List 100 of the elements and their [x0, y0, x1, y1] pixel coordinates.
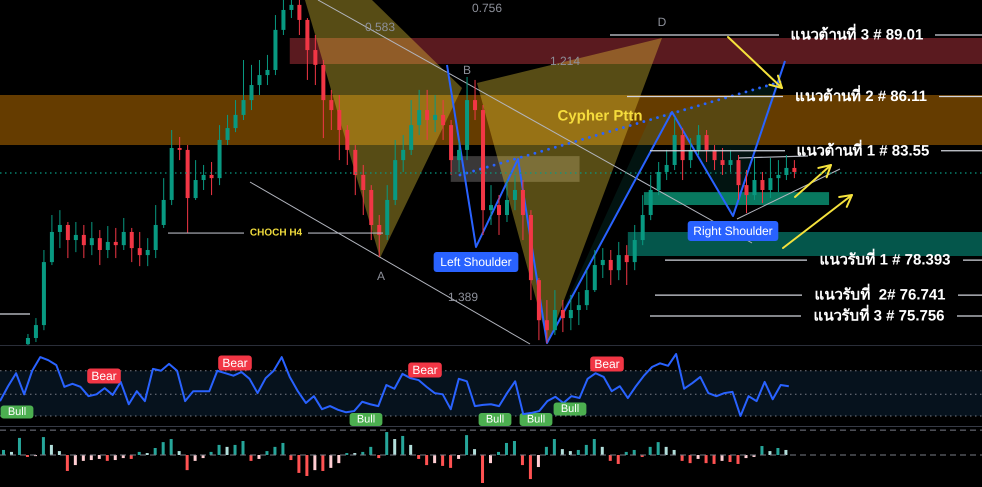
bar	[696, 455, 700, 459]
bar	[369, 446, 372, 455]
bar	[401, 436, 404, 455]
candlestick	[473, 79, 478, 121]
bar	[90, 455, 93, 460]
candlestick	[552, 290, 557, 336]
bar	[42, 437, 45, 455]
candlestick	[377, 214, 382, 258]
bar	[114, 455, 117, 460]
bar	[154, 448, 157, 455]
bar	[504, 442, 508, 455]
bar	[616, 455, 620, 464]
bar	[329, 455, 332, 468]
bar	[768, 451, 772, 455]
candlestick	[329, 89, 334, 130]
annotation: 1.389	[448, 290, 478, 304]
candlestick	[568, 294, 573, 331]
annotation: B	[462, 63, 472, 77]
candlestick	[345, 124, 350, 166]
bar	[409, 444, 412, 455]
bar	[170, 439, 173, 455]
candlestick	[234, 100, 238, 133]
candlestick	[249, 64, 254, 111]
candlestick	[504, 180, 509, 223]
bar	[194, 455, 197, 461]
candlestick	[616, 241, 621, 281]
bar	[425, 455, 428, 466]
candlestick	[146, 238, 150, 267]
bar	[50, 444, 53, 455]
candlestick	[82, 224, 86, 259]
bar	[297, 455, 300, 473]
bar	[393, 439, 396, 455]
bar	[234, 444, 237, 455]
candlestick	[34, 318, 38, 343]
bar	[106, 455, 109, 461]
bar	[704, 455, 708, 464]
bar	[249, 455, 252, 461]
bar	[218, 444, 221, 455]
annotation: Bull	[560, 403, 580, 415]
annotation: Right Shoulder	[693, 224, 773, 238]
ref-line-label: แนวต้านที่ 3 # 89.01	[790, 23, 924, 44]
candlestick	[281, 0, 286, 36]
bar	[584, 444, 588, 455]
candlestick	[624, 244, 629, 286]
bar	[664, 446, 668, 455]
bar	[226, 446, 229, 455]
annotation: 0.756	[472, 1, 502, 15]
candlestick	[122, 217, 126, 251]
candlestick	[560, 300, 565, 333]
bar	[457, 455, 460, 459]
ref-line-label: แนวต้านที่ 1 # 83.55	[796, 139, 930, 160]
candlestick	[74, 222, 78, 253]
bar	[552, 439, 556, 455]
annotation: Bear	[91, 369, 117, 383]
candlestick	[433, 94, 438, 133]
bar	[760, 446, 764, 455]
annotation: Bear	[594, 357, 620, 371]
bar	[273, 446, 276, 455]
candlestick	[106, 226, 110, 259]
candlestick	[457, 139, 462, 172]
bar	[560, 449, 564, 455]
bar	[776, 448, 780, 455]
candlestick	[242, 60, 246, 121]
candlestick	[696, 124, 701, 156]
bar	[481, 455, 484, 483]
candlestick	[138, 231, 142, 267]
candlestick	[401, 134, 406, 172]
candlestick	[337, 94, 342, 161]
candlestick	[226, 114, 230, 146]
candlestick	[297, 0, 302, 36]
annotation: Cypher Pttn	[557, 108, 643, 124]
bar	[441, 455, 444, 466]
annotation: Bull	[526, 414, 546, 426]
bar	[465, 435, 468, 455]
bar	[2, 450, 5, 455]
candlestick	[361, 164, 366, 216]
bar	[449, 455, 452, 468]
candlestick	[792, 160, 796, 179]
bar	[496, 452, 500, 455]
annotation: Bull	[8, 406, 26, 418]
candlestick	[489, 184, 494, 226]
annotation: Left Shoulder	[440, 255, 512, 269]
bar	[592, 439, 596, 455]
bar	[520, 455, 524, 466]
bar	[178, 451, 181, 455]
bar	[337, 455, 340, 464]
bar	[162, 442, 165, 455]
ref-line-label: แนวรับที่ 1 # 78.393	[819, 248, 951, 269]
candlestick	[704, 129, 709, 163]
bar	[489, 455, 492, 464]
bar	[608, 455, 612, 461]
bar	[648, 446, 652, 455]
candlestick	[600, 248, 605, 278]
candlestick	[720, 148, 725, 176]
bar	[688, 455, 692, 464]
bar	[58, 451, 61, 455]
annotation: Bear	[222, 356, 248, 370]
bar	[736, 455, 740, 464]
bar	[632, 450, 636, 455]
bar	[512, 441, 516, 455]
